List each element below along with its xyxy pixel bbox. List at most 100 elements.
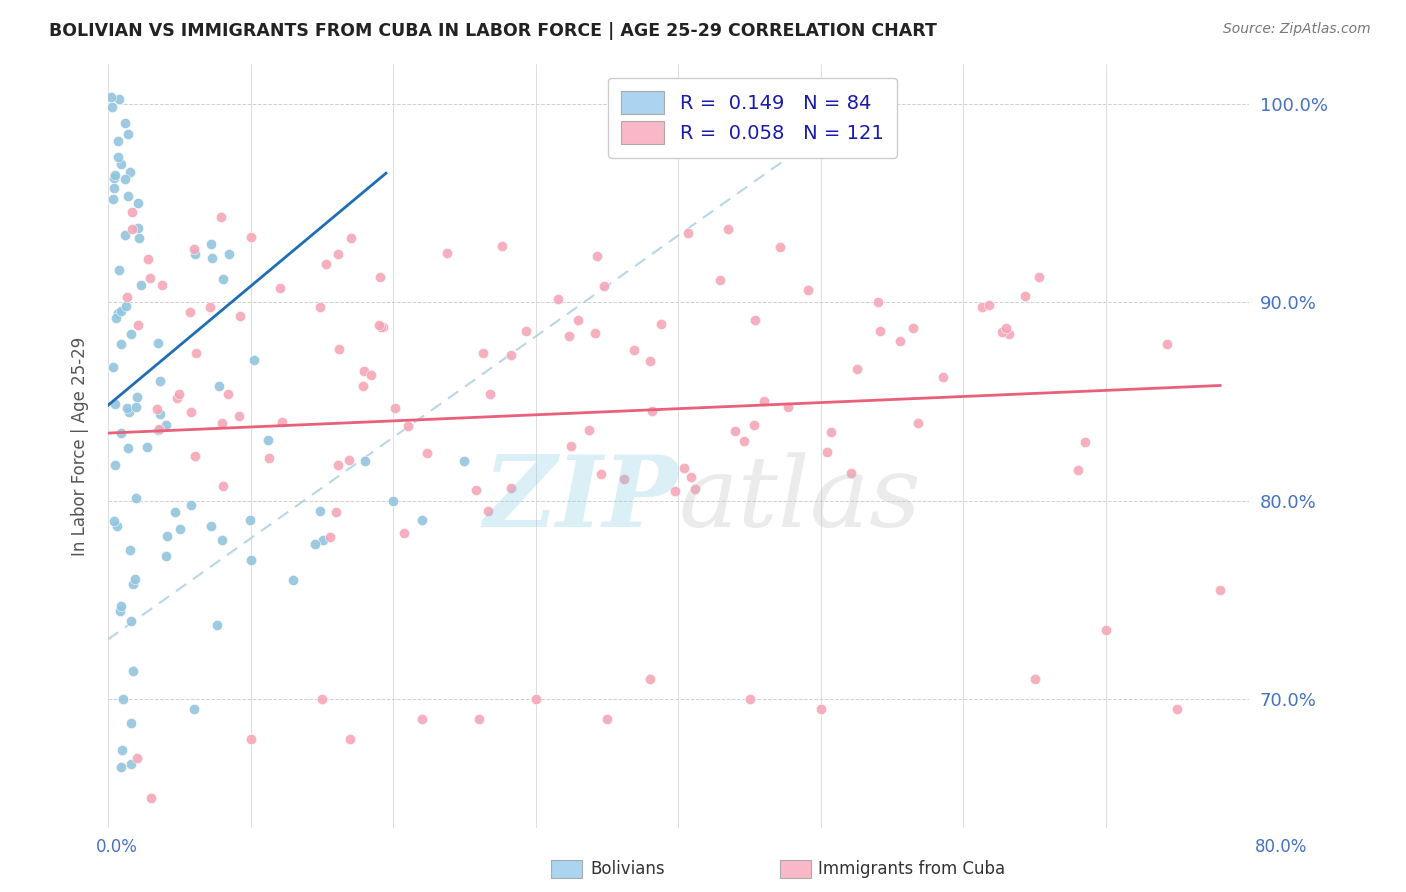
Point: [127, 390, 149, 404]
Legend: R =  0.149   N = 84, R =  0.058   N = 121: R = 0.149 N = 84, R = 0.058 N = 121: [607, 78, 897, 158]
Point: [117, 127, 139, 141]
Point: [121, 665, 143, 679]
Point: [117, 188, 139, 202]
Point: [453, 454, 475, 468]
Point: [742, 418, 765, 433]
Point: [371, 319, 394, 334]
Point: [139, 791, 162, 805]
Text: 80.0%: 80.0%: [1256, 838, 1308, 856]
Point: [183, 243, 205, 257]
Point: [150, 278, 173, 293]
Point: [839, 467, 862, 481]
Point: [239, 513, 262, 527]
Point: [118, 165, 141, 179]
Point: [1024, 672, 1046, 686]
Point: [638, 672, 661, 686]
Point: [994, 320, 1017, 334]
Point: [124, 572, 146, 586]
Text: ZIP: ZIP: [484, 451, 678, 548]
Point: [866, 295, 889, 310]
Point: [411, 513, 433, 527]
Point: [128, 231, 150, 245]
Point: [146, 336, 169, 351]
Point: [304, 537, 326, 551]
Point: [111, 692, 134, 706]
Point: [979, 298, 1001, 312]
Point: [100, 90, 122, 104]
Point: [167, 386, 190, 401]
Point: [820, 425, 842, 439]
Point: [1067, 463, 1090, 477]
Y-axis label: In Labor Force | Age 25-29: In Labor Force | Age 25-29: [72, 336, 89, 556]
Point: [319, 530, 342, 544]
Point: [114, 298, 136, 312]
Point: [370, 320, 392, 334]
Point: [326, 247, 349, 261]
Point: [118, 405, 141, 419]
Point: [104, 311, 127, 326]
Point: [111, 743, 134, 757]
Point: [239, 230, 262, 244]
Point: [117, 441, 139, 455]
Point: [121, 222, 143, 236]
Point: [259, 450, 281, 465]
Point: [589, 467, 612, 482]
Point: [796, 283, 818, 297]
Point: [499, 481, 522, 495]
Point: [724, 424, 747, 438]
Point: [411, 712, 433, 726]
Point: [101, 100, 124, 114]
Point: [103, 170, 125, 185]
Point: [120, 327, 142, 342]
Point: [752, 393, 775, 408]
Point: [110, 425, 132, 440]
Point: [114, 116, 136, 130]
Point: [110, 760, 132, 774]
Point: [464, 483, 486, 498]
Text: Source: ZipAtlas.com: Source: ZipAtlas.com: [1223, 22, 1371, 37]
Point: [125, 491, 148, 505]
Point: [679, 470, 702, 484]
Point: [592, 279, 614, 293]
Point: [136, 440, 159, 454]
Point: [889, 334, 911, 349]
Point: [198, 300, 221, 314]
Point: [709, 272, 731, 286]
Point: [212, 479, 235, 493]
Text: BOLIVIAN VS IMMIGRANTS FROM CUBA IN LABOR FORCE | AGE 25-29 CORRELATION CHART: BOLIVIAN VS IMMIGRANTS FROM CUBA IN LABO…: [49, 22, 936, 40]
Point: [524, 692, 547, 706]
Point: [129, 277, 152, 292]
Point: [200, 518, 222, 533]
Point: [815, 445, 838, 459]
Point: [148, 422, 170, 436]
Point: [907, 416, 929, 430]
Point: [107, 134, 129, 148]
Point: [110, 599, 132, 613]
Point: [312, 533, 335, 547]
Point: [183, 450, 205, 464]
Point: [1028, 269, 1050, 284]
Point: [491, 238, 513, 252]
Point: [166, 391, 188, 405]
Point: [179, 305, 201, 319]
Point: [311, 692, 333, 706]
Point: [623, 343, 645, 357]
Point: [165, 505, 187, 519]
Point: [283, 573, 305, 587]
Point: [368, 318, 391, 333]
Point: [641, 404, 664, 418]
Point: [353, 454, 375, 468]
Point: [156, 528, 179, 542]
Text: Bolivians: Bolivians: [591, 860, 665, 878]
Point: [479, 386, 502, 401]
Point: [217, 386, 239, 401]
Point: [122, 577, 145, 591]
Point: [256, 433, 278, 447]
Point: [738, 692, 761, 706]
Point: [103, 192, 125, 206]
Point: [309, 504, 332, 518]
Point: [1014, 288, 1036, 302]
Point: [125, 751, 148, 765]
Point: [328, 458, 350, 472]
Point: [932, 370, 955, 384]
